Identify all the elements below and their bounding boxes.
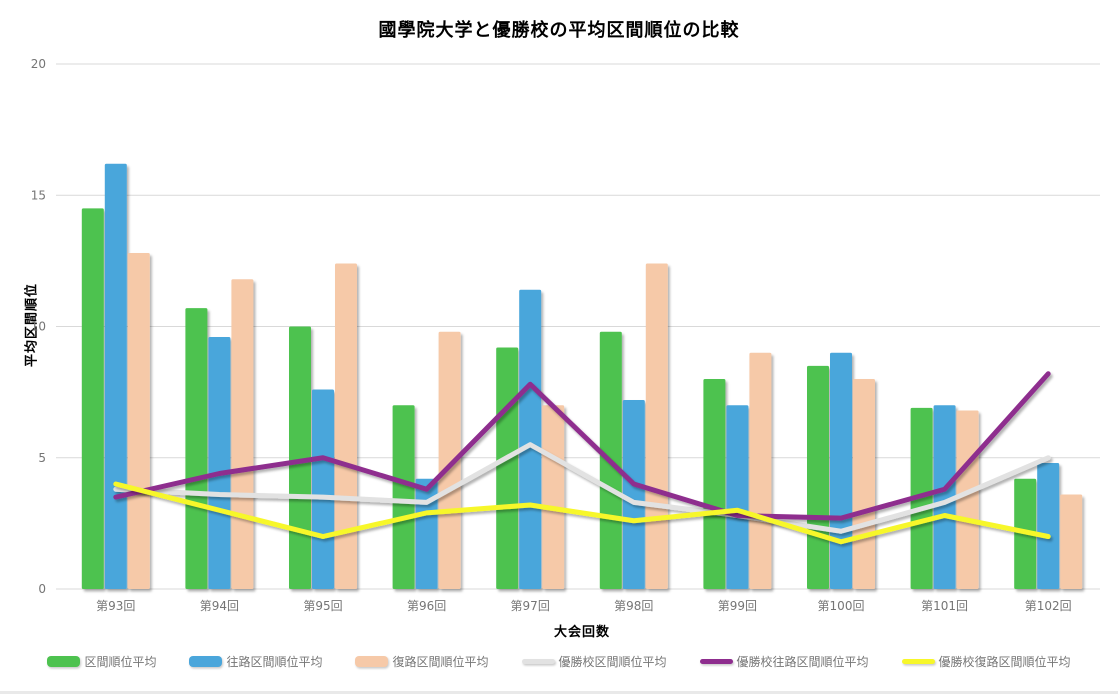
x-tick-label: 第100回 [818,599,865,613]
legend-swatch-line [521,659,555,664]
y-tick-label: 10 [31,320,46,334]
bar-往路区間順位平均 [622,400,645,589]
bar-復路区間順位平均 [645,263,668,589]
x-axis-title: 大会回数 [553,625,611,640]
x-tick-label: 第99回 [718,599,757,613]
chart-title: 國學院大学と優勝校の平均区間順位の比較 [378,20,740,41]
bar-往路区間順位平均 [312,389,334,589]
bar-復路区間順位平均 [956,410,979,589]
y-tick-label: 15 [31,188,46,202]
x-tick-label: 第96回 [407,599,446,613]
bar-区間順位平均 [185,308,208,589]
y-tick-label: 5 [38,451,46,465]
line-優勝校往路区間順位平均 [113,371,1051,521]
bar-往路区間順位平均 [104,163,127,589]
legend-swatch-bar [47,656,81,667]
bar-往路区間順位平均 [519,289,542,589]
x-tick-label: 第93回 [96,599,135,613]
legend-item: 優勝校往路区間順位平均 [699,653,869,670]
bar-復路区間順位平均 [542,405,565,589]
bar-復路区間順位平均 [335,263,357,589]
legend-swatch-line [901,659,935,664]
legend-item: 往路区間順位平均 [189,653,322,670]
bar-区間順位平均 [496,347,519,589]
bar-区間順位平均 [392,405,415,589]
legend-swatch-bar [355,656,389,667]
bar-復路区間順位平均 [231,279,254,589]
bar-復路区間順位平均 [438,331,461,589]
legend-label: 優勝校区間順位平均 [558,655,667,669]
y-tick-label: 0 [38,582,46,596]
legend-swatch-line [699,659,733,664]
line-優勝校復路区間順位平均 [113,481,1051,545]
legend: 区間順位平均 往路区間順位平均 復路区間順位平均 優勝校区間順位平均 優勝校往路区間順位… [0,653,1118,670]
x-tick-label: 第101回 [921,599,968,613]
bar-区間順位平均 [289,326,311,589]
bar-区間順位平均 [703,379,726,589]
legend-item: 優勝校復路区間順位平均 [901,653,1071,670]
bar-往路区間順位平均 [830,352,852,589]
bar-往路区間順位平均 [415,478,438,589]
x-tick-label: 第95回 [303,599,342,613]
legend-label: 復路区間順位平均 [392,655,489,669]
legend-item: 区間順位平均 [47,653,156,670]
legend-item: 復路区間順位平均 [355,653,489,670]
legend-swatch-bar [189,656,223,667]
bar-区間順位平均 [910,407,933,589]
legend-label: 優勝校復路区間順位平均 [938,655,1071,669]
x-tick-label: 第98回 [614,599,653,613]
bar-区間順位平均 [807,365,829,589]
x-tick-label: 第97回 [511,599,550,613]
bar-区間順位平均 [81,208,104,589]
bar-往路区間順位平均 [1037,463,1060,589]
bar-往路区間順位平均 [208,337,231,589]
bar-復路区間順位平均 [127,253,150,589]
legend-label: 往路区間順位平均 [226,655,323,669]
y-tick-label: 20 [31,57,46,71]
x-tick-label: 第102回 [1025,599,1072,613]
bar-復路区間順位平均 [1060,494,1083,589]
legend-label: 優勝校往路区間順位平均 [736,655,869,669]
legend-label: 区間順位平均 [84,655,157,669]
bar-往路区間順位平均 [726,405,749,589]
bar-復路区間順位平均 [853,379,875,589]
bar-復路区間順位平均 [749,352,772,589]
line-優勝校区間順位平均 [113,442,1051,534]
legend-item: 優勝校区間順位平均 [521,653,667,670]
bar-往路区間順位平均 [933,405,956,589]
x-tick-label: 第94回 [200,599,239,613]
